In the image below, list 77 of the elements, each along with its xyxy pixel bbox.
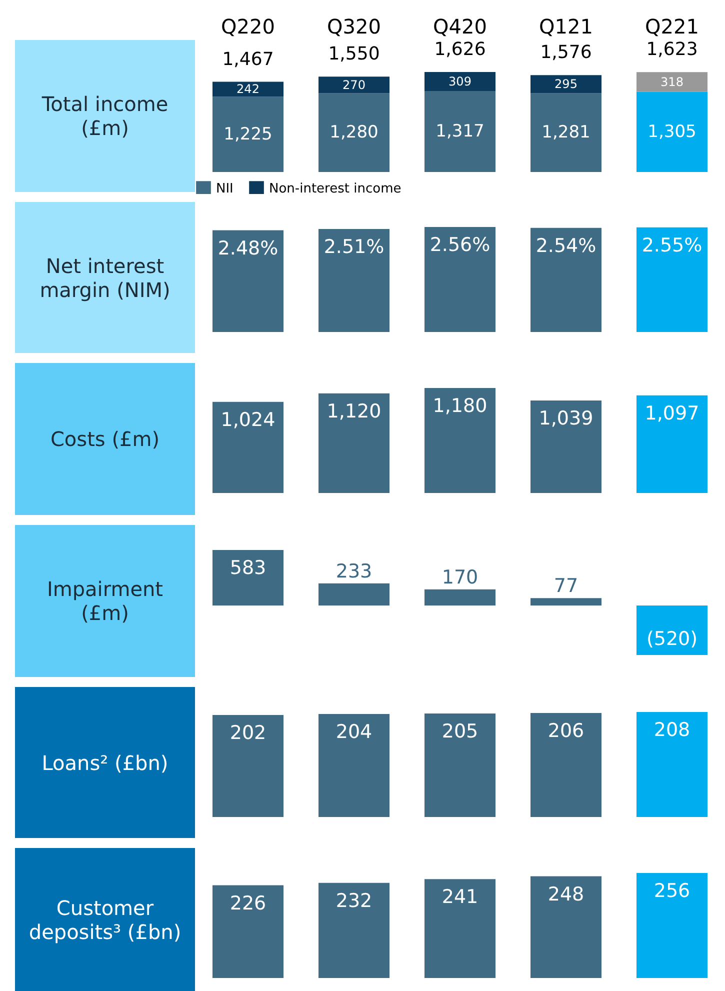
data-label: 256 <box>654 880 690 902</box>
data-label: 2.54% <box>536 234 596 257</box>
data-label: 202 <box>230 722 266 744</box>
bar <box>212 885 284 978</box>
bar <box>636 92 708 172</box>
data-label: 170 <box>442 566 478 588</box>
data-label: 295 <box>554 77 578 92</box>
data-label: 226 <box>230 892 266 914</box>
data-label: 204 <box>336 721 372 744</box>
bar <box>318 93 390 172</box>
data-label: 1,225 <box>224 124 272 144</box>
data-label: 1,305 <box>648 122 696 142</box>
data-label: 1,120 <box>326 400 382 422</box>
data-label: 242 <box>236 82 260 96</box>
bar <box>530 93 602 172</box>
data-label: 583 <box>230 557 266 579</box>
data-label: 270 <box>342 78 366 92</box>
data-label: 1,024 <box>220 408 276 431</box>
bar <box>212 550 284 606</box>
bar <box>424 388 496 493</box>
data-label: 232 <box>336 890 372 912</box>
data-label: 1,097 <box>644 402 700 424</box>
bar <box>212 96 284 172</box>
legend-label: NII <box>216 182 234 197</box>
bar <box>424 589 496 606</box>
y-axis-title: Total income (£m) <box>15 40 195 192</box>
bar <box>212 402 284 493</box>
total-label: 1,467 <box>222 48 274 70</box>
bar <box>530 400 602 493</box>
x-tick-label: Q320 <box>327 14 381 38</box>
total-label: 1,576 <box>540 42 592 64</box>
y-axis-title: Impairment (£m) <box>15 525 195 677</box>
data-label: (520) <box>646 628 698 650</box>
bar <box>424 91 496 172</box>
bar <box>636 395 708 493</box>
data-label: 205 <box>442 720 478 743</box>
data-label: 318 <box>660 74 684 89</box>
x-tick-label: Q420 <box>433 14 487 38</box>
data-label: 206 <box>548 720 584 742</box>
bar <box>318 393 390 493</box>
data-label: 77 <box>554 575 578 598</box>
data-label: 1,180 <box>432 395 488 417</box>
bar <box>530 876 602 978</box>
x-tick-label: Q121 <box>539 14 593 38</box>
bar <box>636 606 708 655</box>
bar <box>636 873 708 978</box>
data-label: 1,317 <box>436 122 484 142</box>
data-label: 2.51% <box>324 236 384 258</box>
bar <box>318 76 390 94</box>
bar <box>636 72 708 92</box>
y-axis-title: Net interest margin (NIM) <box>15 202 195 353</box>
y-axis-title: Costs (£m) <box>15 363 195 515</box>
total-label: 1,550 <box>328 44 380 65</box>
data-label: 1,280 <box>330 122 378 143</box>
bar <box>530 75 602 94</box>
y-axis-title: Customer deposits³ (£bn) <box>15 848 195 991</box>
data-label: 241 <box>442 886 478 908</box>
data-label: 208 <box>654 719 690 741</box>
legend-label: Non-interest income <box>269 182 402 197</box>
total-label: 1,623 <box>646 39 698 60</box>
data-label: 309 <box>448 74 472 88</box>
bar <box>424 72 496 92</box>
data-label: 2.56% <box>430 234 490 256</box>
total-label: 1,626 <box>434 39 486 60</box>
y-axis-title: Loans² (£bn) <box>15 687 195 838</box>
bar <box>530 598 602 606</box>
x-tick-label: Q221 <box>645 14 699 38</box>
bar <box>318 882 390 978</box>
bar <box>424 879 496 978</box>
x-tick-label: Q220 <box>221 14 275 38</box>
data-label: 1,039 <box>538 408 594 430</box>
data-label: 248 <box>548 883 584 906</box>
data-label: 233 <box>336 560 372 582</box>
data-label: 2.48% <box>218 237 278 260</box>
data-label: 2.55% <box>642 234 702 256</box>
bar <box>318 583 390 606</box>
data-label: 1,281 <box>542 122 590 143</box>
